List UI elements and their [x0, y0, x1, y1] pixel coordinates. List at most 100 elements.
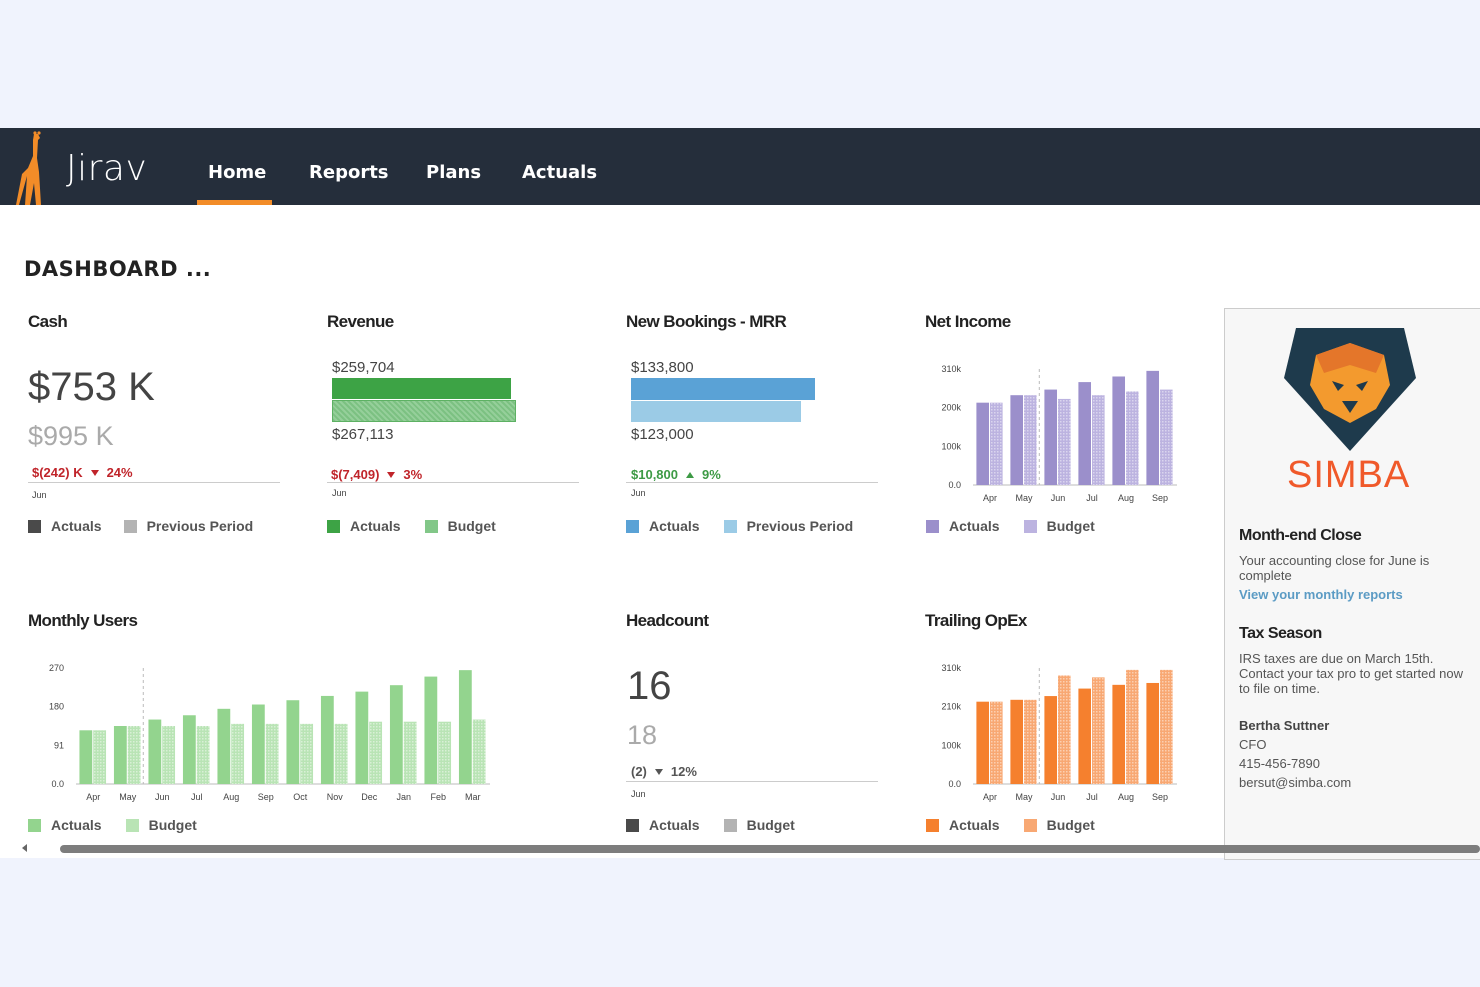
- contact-phone[interactable]: 415-456-7890: [1239, 756, 1320, 771]
- sidebar-brand: SIMBA: [1287, 454, 1411, 496]
- x-tick-label: Feb: [430, 792, 446, 802]
- x-tick-label: Jul: [1086, 792, 1098, 802]
- active-tab-indicator: [197, 200, 272, 205]
- legend-label: Actuals: [649, 817, 700, 833]
- nav-home[interactable]: Home: [208, 162, 267, 183]
- cash-title[interactable]: Cash: [28, 312, 68, 331]
- divider: [28, 482, 280, 483]
- trailing-opex-chart: 310k 210k 100k 0.0 Apr May Jun Jul Aug Sep: [941, 663, 1177, 802]
- bar-budget: [1092, 677, 1105, 784]
- jirav-logo[interactable]: Jirav: [14, 128, 147, 205]
- bar-actuals: [217, 708, 231, 784]
- bookings-legend: Actuals Previous Period: [626, 518, 853, 534]
- legend-swatch: [926, 519, 939, 533]
- bookings-prev-bar[interactable]: [631, 401, 801, 422]
- legend-label: Actuals: [350, 518, 401, 534]
- bar-budget: [300, 723, 314, 784]
- legend-label: Actuals: [949, 518, 1000, 534]
- monthly-users-title[interactable]: Monthly Users: [28, 611, 138, 630]
- cash-legend: Actuals Previous Period: [28, 518, 253, 534]
- bar-budget: [1160, 669, 1173, 784]
- horizontal-scrollbar[interactable]: [60, 845, 1480, 853]
- contact-email[interactable]: bersut@simba.com: [1239, 775, 1352, 790]
- legend-label: Actuals: [949, 817, 1000, 833]
- net-income-chart: 310k 200k 100k 0.0 Apr May Jun Jul Aug Sep: [941, 364, 1177, 503]
- dashboard-content: DASHBOARD ... Cash $753 K $995 K $(242) …: [0, 205, 1480, 860]
- x-tick-label: Sep: [1152, 792, 1168, 802]
- bar-actuals: [1146, 370, 1159, 485]
- revenue-budget-bar[interactable]: [332, 400, 516, 422]
- bar-budget: [472, 719, 486, 784]
- bar-actuals: [1112, 376, 1125, 485]
- bar-actuals: [1010, 395, 1023, 485]
- bookings-delta: $10,800 9%: [631, 467, 721, 482]
- bar-actuals: [1112, 684, 1125, 784]
- x-tick-label: Apr: [983, 792, 997, 802]
- nav-actuals[interactable]: Actuals: [522, 162, 598, 183]
- headcount-title[interactable]: Headcount: [626, 611, 709, 630]
- cash-value: $753 K: [28, 365, 155, 409]
- legend-label: Actuals: [51, 817, 102, 833]
- bar-actuals: [355, 691, 369, 784]
- bar-actuals: [1078, 688, 1091, 784]
- y-tick-label: 91: [54, 740, 64, 750]
- down-arrow-icon: [387, 472, 396, 479]
- bookings-actual-label: $133,800: [631, 359, 694, 376]
- revenue-period: Jun: [332, 488, 347, 498]
- legend-label: Previous Period: [746, 518, 854, 534]
- x-tick-label: Sep: [258, 792, 274, 802]
- bar-actuals: [976, 402, 989, 485]
- headcount-period: Jun: [631, 789, 646, 799]
- revenue-delta: $(7,409) 3%: [331, 467, 422, 482]
- bar-budget: [231, 723, 245, 784]
- bar-budget: [1092, 395, 1105, 485]
- x-tick-label: Aug: [1118, 493, 1134, 503]
- bar-actuals: [458, 670, 472, 784]
- bar-budget: [990, 701, 1003, 784]
- nav-reports[interactable]: Reports: [309, 162, 389, 183]
- scroll-left-arrow-icon[interactable]: [22, 844, 27, 852]
- bar-actuals: [79, 730, 93, 784]
- headcount-delta: (2) 12%: [631, 764, 697, 779]
- y-tick-label: 0.0: [948, 779, 961, 789]
- y-tick-label: 270: [49, 663, 64, 673]
- legend-label: Budget: [447, 518, 496, 534]
- legend-swatch: [626, 818, 639, 832]
- bar-budget: [1058, 398, 1071, 485]
- legend-label: Budget: [1046, 817, 1095, 833]
- bar-actuals: [148, 719, 162, 784]
- bookings-title[interactable]: New Bookings - MRR: [626, 312, 787, 331]
- bar-actuals: [389, 685, 403, 784]
- net-income-title[interactable]: Net Income: [925, 312, 1011, 331]
- bar-actuals: [1078, 382, 1091, 485]
- bar-budget: [265, 723, 279, 784]
- revenue-actual-bar[interactable]: [332, 378, 511, 399]
- cash-delta-value: $(242) K: [32, 465, 83, 480]
- x-tick-label: Jun: [1051, 493, 1066, 503]
- x-tick-label: Oct: [293, 792, 308, 802]
- x-tick-label: Dec: [361, 792, 378, 802]
- page-title[interactable]: DASHBOARD ...: [24, 257, 212, 281]
- monthly-users-legend: Actuals Budget: [28, 817, 197, 833]
- trailing-opex-title[interactable]: Trailing OpEx: [925, 611, 1027, 630]
- x-tick-label: Jan: [396, 792, 411, 802]
- legend-swatch: [424, 519, 438, 533]
- month-end-heading: Month-end Close: [1239, 527, 1362, 544]
- revenue-legend: Actuals Budget: [327, 518, 496, 534]
- giraffe-icon: [16, 131, 41, 205]
- revenue-delta-value: $(7,409): [331, 467, 380, 482]
- nav-plans[interactable]: Plans: [426, 162, 482, 183]
- headcount-delta-value: (2): [631, 764, 647, 779]
- bar-actuals: [1044, 389, 1057, 485]
- x-tick-label: Sep: [1152, 493, 1168, 503]
- bookings-actual-bar[interactable]: [631, 378, 815, 400]
- x-tick-label: Jun: [155, 792, 170, 802]
- month-end-text: Your accounting close for June is comple…: [1239, 553, 1430, 583]
- monthly-reports-link[interactable]: View your monthly reports: [1239, 587, 1403, 602]
- legend-swatch: [28, 818, 41, 832]
- revenue-title[interactable]: Revenue: [327, 312, 394, 331]
- bar-budget: [162, 726, 176, 784]
- bar-actuals: [1010, 699, 1023, 784]
- headcount-delta-pct: 12%: [670, 764, 697, 779]
- legend-label: Actuals: [51, 518, 102, 534]
